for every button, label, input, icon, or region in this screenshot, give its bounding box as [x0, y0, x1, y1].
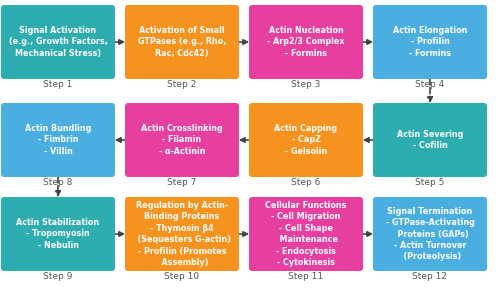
Text: Actin Bundling
- Fimbrin
- Villin: Actin Bundling - Fimbrin - Villin — [25, 124, 91, 156]
Text: Actin Stabilization
- Tropomyosin
- Nebulin: Actin Stabilization - Tropomyosin - Nebu… — [16, 218, 100, 250]
Text: Step 12: Step 12 — [412, 272, 448, 281]
FancyBboxPatch shape — [249, 197, 363, 271]
FancyBboxPatch shape — [125, 197, 239, 271]
Text: Activation of Small
GTPases (e.g., Rho,
Rac, Cdc42): Activation of Small GTPases (e.g., Rho, … — [138, 26, 226, 58]
FancyBboxPatch shape — [249, 103, 363, 177]
Text: Step 2: Step 2 — [168, 80, 196, 89]
Text: Step 7: Step 7 — [168, 178, 196, 187]
Text: Actin Elongation
- Profilin
- Formins: Actin Elongation - Profilin - Formins — [393, 26, 467, 58]
FancyBboxPatch shape — [1, 5, 115, 79]
Text: Regulation by Actin-
Binding Proteins
- Thymosin β4
  (Sequesters G-actin)
- Pro: Regulation by Actin- Binding Proteins - … — [132, 201, 232, 267]
Text: Step 3: Step 3 — [292, 80, 320, 89]
Text: Actin Severing
- Cofilin: Actin Severing - Cofilin — [397, 130, 463, 150]
Text: Signal Activation
(e.g., Growth Factors,
Mechanical Stress): Signal Activation (e.g., Growth Factors,… — [8, 26, 108, 58]
FancyBboxPatch shape — [1, 197, 115, 271]
FancyBboxPatch shape — [373, 197, 487, 271]
Text: Step 6: Step 6 — [292, 178, 320, 187]
Text: Step 4: Step 4 — [416, 80, 444, 89]
Text: Signal Termination
- GTPase-Activating
  Proteins (GAPs)
- Actin Turnover
  (Pro: Signal Termination - GTPase-Activating P… — [386, 207, 474, 261]
FancyBboxPatch shape — [249, 5, 363, 79]
Text: Actin Nucleation
- Arp2/3 Complex
- Formins: Actin Nucleation - Arp2/3 Complex - Form… — [267, 26, 345, 58]
FancyBboxPatch shape — [373, 103, 487, 177]
FancyBboxPatch shape — [1, 103, 115, 177]
Text: Step 8: Step 8 — [44, 178, 72, 187]
Text: Step 5: Step 5 — [416, 178, 444, 187]
Text: Actin Crosslinking
- Filamin
- α-Actinin: Actin Crosslinking - Filamin - α-Actinin — [141, 124, 223, 156]
Text: Step 9: Step 9 — [44, 272, 72, 281]
Text: Cellular Functions
- Cell Migration
- Cell Shape
  Maintenance
- Endocytosis
- C: Cellular Functions - Cell Migration - Ce… — [266, 201, 346, 267]
Text: Step 10: Step 10 — [164, 272, 200, 281]
Text: Step 11: Step 11 — [288, 272, 324, 281]
FancyBboxPatch shape — [125, 5, 239, 79]
FancyBboxPatch shape — [125, 103, 239, 177]
Text: Actin Capping
- CapZ
- Gelsolin: Actin Capping - CapZ - Gelsolin — [274, 124, 338, 156]
Text: Step 1: Step 1 — [44, 80, 72, 89]
FancyBboxPatch shape — [373, 5, 487, 79]
